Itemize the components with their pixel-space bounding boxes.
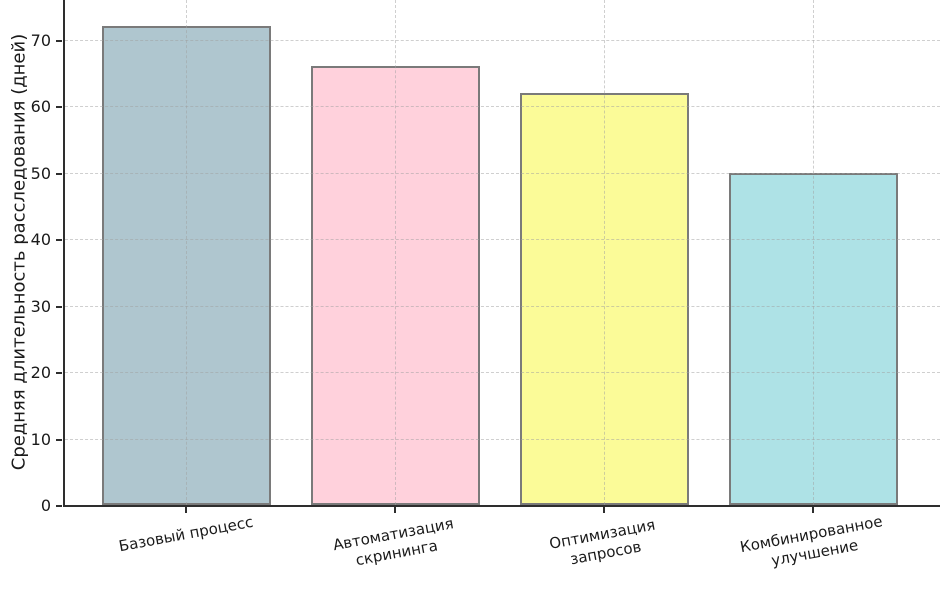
h-gridline	[65, 372, 940, 373]
y-tick-label: 40	[30, 230, 51, 249]
v-gridline	[185, 0, 187, 505]
v-gridline	[812, 0, 814, 505]
x-tick-label: Автоматизация скрининга	[331, 514, 455, 570]
h-gridline	[65, 39, 940, 41]
h-gridline	[65, 106, 940, 107]
v-gridline	[603, 0, 605, 505]
x-tick-mark	[185, 507, 187, 513]
y-tick-label: 70	[30, 30, 51, 50]
y-tick-mark	[56, 106, 62, 108]
h-gridline	[65, 438, 940, 440]
x-tick-mark	[394, 507, 396, 513]
y-tick-mark	[56, 39, 62, 42]
y-tick-label: 60	[30, 97, 51, 116]
h-gridline	[65, 239, 940, 240]
y-tick-mark	[56, 438, 62, 441]
x-tick-label: Комбинированное улучшение	[738, 512, 884, 570]
y-tick-label: 50	[30, 163, 51, 183]
x-tick-label: Базовый процесс	[117, 512, 255, 556]
h-gridline	[65, 172, 940, 174]
y-tick-mark	[56, 505, 62, 507]
x-tick-label: Оптимизация запросов	[547, 515, 657, 569]
x-tick-mark	[812, 507, 814, 513]
y-tick-label: 20	[30, 363, 51, 382]
y-tick-label: 30	[30, 296, 51, 316]
x-tick-mark	[603, 507, 605, 513]
h-gridline	[65, 305, 940, 307]
y-tick-mark	[56, 305, 62, 308]
y-tick-mark	[56, 372, 62, 374]
y-tick-label: 10	[30, 429, 51, 449]
y-tick-mark	[56, 172, 62, 175]
y-tick-mark	[56, 239, 62, 241]
v-gridline	[394, 0, 396, 505]
y-tick-label: 0	[40, 496, 51, 515]
plot-area	[63, 0, 940, 507]
